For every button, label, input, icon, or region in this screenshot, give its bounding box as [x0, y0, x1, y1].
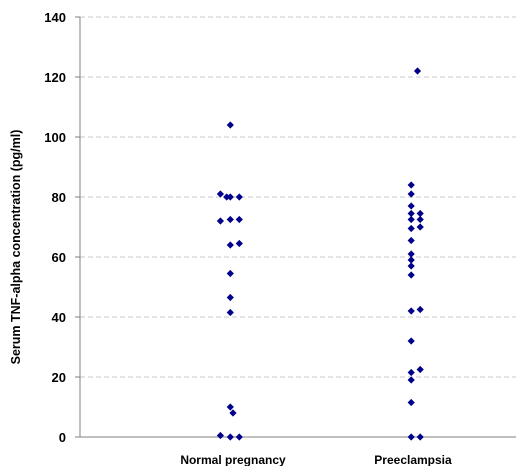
- data-point: [416, 209, 424, 218]
- data-point: [226, 241, 234, 249]
- data-point: [407, 181, 415, 189]
- data-point: [407, 262, 415, 270]
- data-point: [407, 271, 415, 279]
- data-point: [226, 293, 234, 302]
- data-point: [407, 337, 415, 345]
- data-point: [235, 193, 243, 201]
- data-point: [226, 308, 234, 317]
- data-point: [407, 256, 415, 264]
- y-tick-label: 0: [59, 430, 66, 445]
- data-point: [226, 121, 234, 129]
- gridlines: [80, 16, 516, 378]
- data-point: [216, 190, 224, 198]
- y-tick-label: 60: [52, 250, 66, 265]
- y-axis-title: Serum TNF-alpha concentration (pg/ml): [9, 130, 23, 365]
- data-point: [226, 269, 234, 278]
- data-point: [416, 433, 424, 441]
- data-point: [416, 223, 424, 231]
- data-point: [235, 433, 243, 441]
- data-point: [416, 365, 424, 374]
- data-point: [226, 193, 234, 201]
- data-point: [407, 209, 415, 218]
- x-category-label: Normal pregnancy: [180, 453, 286, 466]
- data-point: [407, 368, 415, 377]
- data-point: [413, 67, 422, 75]
- data-point: [407, 236, 415, 245]
- y-tick-label: 100: [44, 130, 66, 145]
- data-point: [416, 215, 424, 224]
- data-point: [407, 250, 415, 258]
- data-point: [407, 215, 415, 224]
- data-point: [407, 433, 415, 441]
- data-point: [407, 398, 415, 407]
- data-point: [407, 190, 415, 198]
- y-tick-label: 40: [52, 310, 66, 325]
- data-point: [416, 305, 424, 314]
- axes: [79, 17, 516, 438]
- data-point: [226, 403, 234, 411]
- data-point: [407, 202, 415, 210]
- y-tick-label: 120: [44, 70, 66, 85]
- data-point: [407, 224, 415, 233]
- data-point: [407, 376, 415, 384]
- data-point: [216, 431, 224, 440]
- x-category-labels: Normal pregnancy Preeclampsia: [180, 453, 452, 466]
- data-point: [229, 409, 237, 417]
- data-point: [226, 433, 234, 441]
- data-point: [235, 215, 243, 224]
- data-point: [226, 215, 234, 224]
- y-tick-label: 20: [52, 370, 66, 385]
- y-tick-label: 80: [52, 190, 66, 205]
- data-points: [216, 67, 424, 441]
- data-point: [216, 217, 224, 225]
- y-tick-labels: 0 20 40 60 80 100 120 140: [44, 10, 80, 445]
- y-tick-label: 140: [44, 10, 66, 25]
- x-category-label: Preeclampsia: [374, 453, 452, 466]
- data-point: [407, 307, 415, 315]
- data-point: [235, 239, 243, 248]
